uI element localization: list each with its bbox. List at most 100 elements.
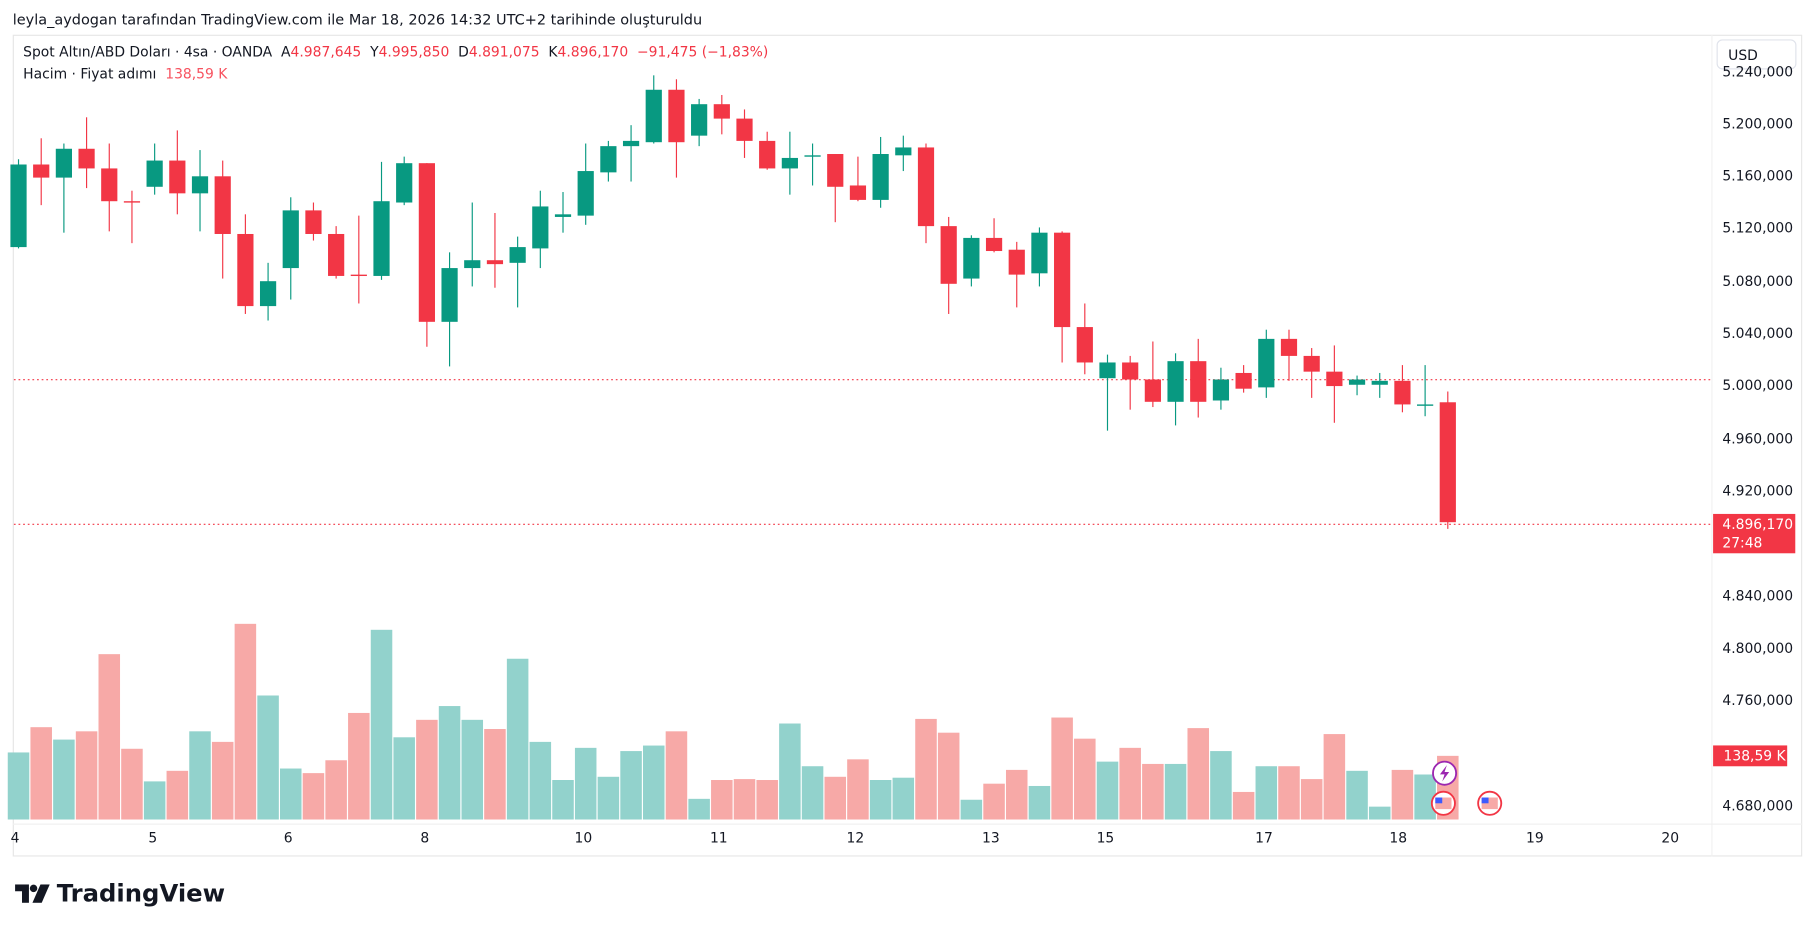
high-label: Y (370, 43, 379, 61)
volume-bar (1210, 751, 1232, 820)
candle[interactable] (169, 130, 186, 215)
volume-bar (1391, 769, 1414, 820)
candle[interactable] (645, 75, 662, 144)
candle[interactable] (1439, 391, 1456, 529)
candle[interactable] (577, 143, 594, 225)
candle[interactable] (464, 202, 481, 287)
candle[interactable] (804, 143, 821, 186)
candle-body (622, 140, 640, 147)
volume-bar (461, 719, 484, 820)
candle-body (123, 201, 141, 203)
volume-tag: 138,59 K (1713, 745, 1788, 767)
candle[interactable] (1099, 354, 1116, 431)
time-axis-label: 17 (1255, 829, 1273, 847)
candle[interactable] (1326, 345, 1343, 423)
time-axis-label: 10 (574, 829, 593, 847)
candle[interactable] (282, 197, 299, 300)
candle[interactable] (532, 190, 549, 269)
candle[interactable] (554, 192, 572, 233)
candle[interactable] (1348, 375, 1366, 396)
candle-body (532, 206, 549, 249)
candle[interactable] (736, 109, 753, 158)
candle[interactable] (1144, 341, 1161, 408)
candle[interactable] (872, 136, 889, 208)
candles (10, 75, 1456, 529)
candle[interactable] (985, 218, 1003, 253)
candle-body (668, 89, 685, 143)
candle[interactable] (1280, 329, 1298, 381)
candle[interactable] (622, 125, 640, 182)
price-axis-label: 4.800,000 (1722, 640, 1794, 657)
candle[interactable] (33, 138, 50, 206)
candle[interactable] (917, 143, 935, 244)
candle[interactable] (396, 156, 413, 206)
candle[interactable] (441, 252, 458, 367)
candle-body (940, 226, 957, 284)
time-axis-label: 4 (10, 829, 20, 847)
volume-bar (574, 747, 597, 820)
tradingview-logo[interactable]: TradingView (15, 880, 225, 907)
volume-bar (1232, 791, 1255, 820)
candle[interactable] (759, 131, 776, 170)
candle[interactable] (191, 150, 209, 232)
candle[interactable] (1054, 231, 1071, 363)
lightning-event-icon (1432, 760, 1458, 786)
candle[interactable] (1212, 367, 1230, 410)
candle[interactable] (827, 154, 844, 223)
candle[interactable] (895, 135, 912, 172)
candle[interactable] (1190, 338, 1207, 418)
candle[interactable] (1371, 372, 1388, 398)
candle[interactable] (1258, 329, 1275, 398)
candle[interactable] (1303, 348, 1320, 398)
candle[interactable] (101, 143, 118, 232)
candle-body (1008, 249, 1025, 275)
candle[interactable] (78, 117, 95, 189)
candle[interactable] (55, 143, 72, 233)
candle[interactable] (668, 79, 685, 178)
currency-button[interactable]: USD (1716, 39, 1797, 70)
candle[interactable] (328, 226, 345, 279)
candle[interactable] (10, 159, 27, 249)
candle[interactable] (214, 160, 231, 279)
candle[interactable] (940, 216, 957, 314)
volume-bar (370, 629, 393, 820)
candle[interactable] (418, 163, 435, 347)
candle[interactable] (486, 213, 504, 288)
candle-body (55, 148, 72, 178)
symbol-legend[interactable]: Spot Altın/ABD Doları · 4sa · OANDA A4.9… (23, 44, 768, 60)
candle[interactable] (691, 98, 708, 147)
volume-bar (937, 732, 960, 820)
candle[interactable] (509, 236, 526, 308)
chart-frame[interactable] (12, 34, 1803, 857)
volume-legend[interactable]: Hacim · Fiyat adımı 138,59 K (23, 66, 227, 82)
volume-bar (552, 780, 574, 820)
volume-bar (30, 727, 52, 820)
candle-body (509, 247, 526, 263)
candle[interactable] (146, 143, 163, 195)
candle[interactable] (1008, 241, 1025, 308)
candle[interactable] (237, 214, 254, 314)
candle[interactable] (350, 215, 367, 304)
candle[interactable] (1076, 303, 1093, 375)
candle-body (33, 164, 50, 178)
candle[interactable] (305, 202, 322, 241)
candle[interactable] (1122, 355, 1139, 410)
volume-bar (1323, 734, 1346, 820)
candle[interactable] (1167, 353, 1184, 426)
candle[interactable] (600, 140, 617, 182)
candle[interactable] (373, 161, 390, 280)
candle[interactable] (123, 190, 141, 244)
candle[interactable] (781, 131, 798, 195)
candle[interactable] (259, 262, 277, 321)
last-price-tag: 4.896,170 27:48 (1713, 513, 1796, 554)
candle[interactable] (1031, 227, 1048, 287)
candle[interactable] (1417, 365, 1434, 417)
candle[interactable] (849, 156, 867, 202)
candle[interactable] (1235, 365, 1252, 393)
volume-bar (1414, 774, 1436, 820)
candle[interactable] (713, 95, 730, 135)
candle[interactable] (963, 235, 980, 287)
candle[interactable] (1394, 365, 1411, 413)
